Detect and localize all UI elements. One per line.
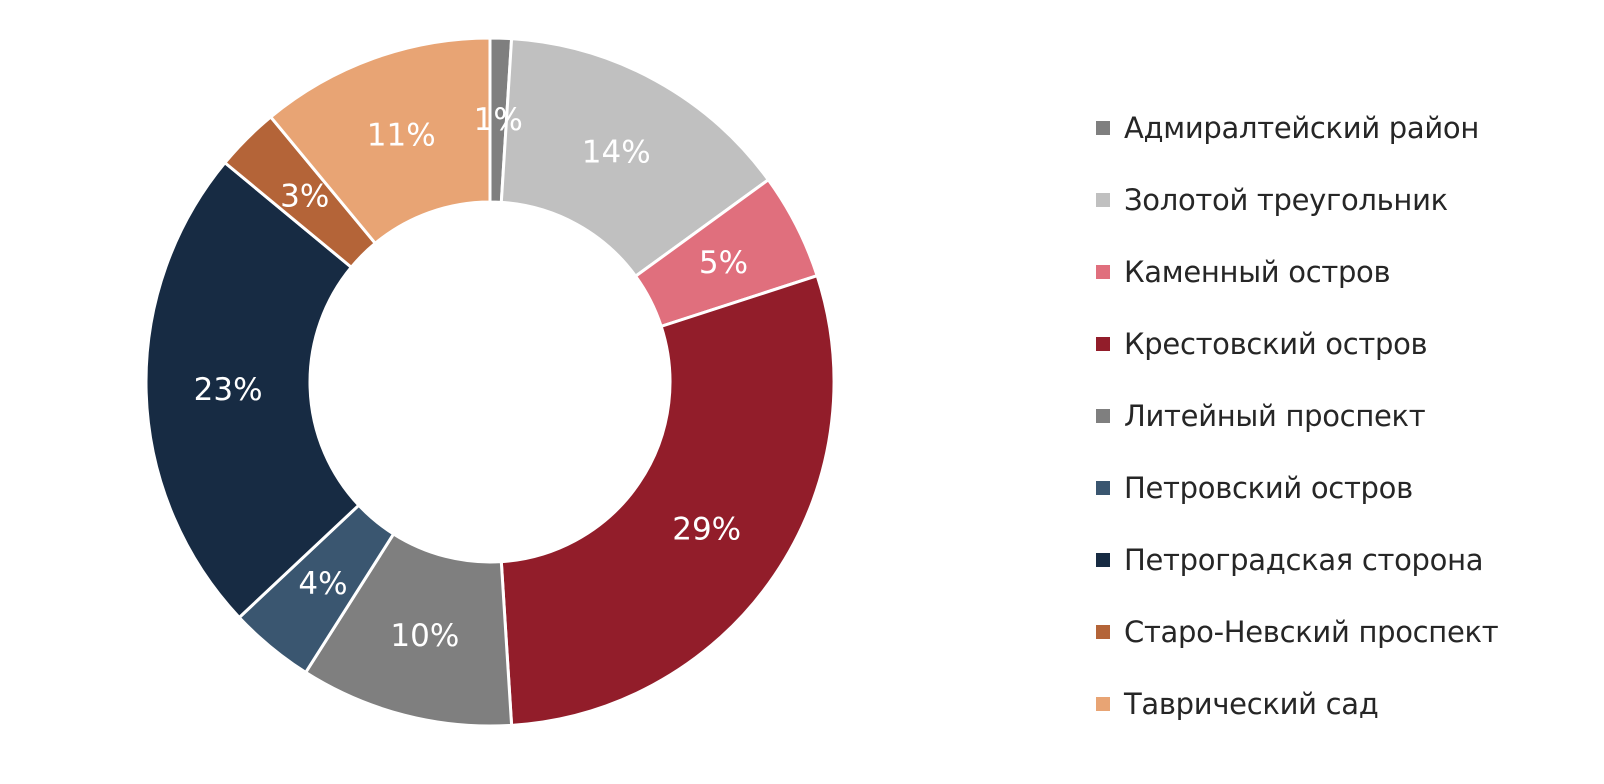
legend-swatch — [1096, 193, 1110, 207]
data-label-каменный-остров: 5% — [699, 245, 748, 281]
slice-золотой-треугольник — [499, 37, 771, 279]
legend-label: Каменный остров — [1124, 255, 1391, 289]
legend-label: Таврический сад — [1124, 687, 1379, 721]
legend-swatch — [1096, 625, 1110, 639]
legend-label: Золотой треугольник — [1124, 183, 1448, 217]
legend-label: Петроградская сторона — [1124, 543, 1484, 577]
legend-label: Литейный проспект — [1124, 399, 1426, 433]
legend-swatch — [1096, 697, 1110, 711]
slice-петроградская-сторона — [144, 160, 361, 620]
legend-swatch — [1096, 481, 1110, 495]
legend-item-адмиралтейский-район: Адмиралтейский район — [1096, 92, 1596, 164]
slice-крестовский-остров — [499, 273, 836, 727]
legend-item-петровский-остров: Петровский остров — [1096, 452, 1596, 524]
slice-таврический-сад — [268, 36, 492, 246]
data-label-петроградская-сторона: 23% — [194, 372, 263, 408]
data-label-литейный-проспект: 10% — [390, 618, 459, 654]
data-label-золотой-треугольник: 14% — [582, 134, 651, 170]
data-label-старо-невский-проспект: 3% — [280, 179, 329, 215]
data-label-адмиралтейский-район: 1% — [474, 102, 523, 138]
data-label-петровский-остров: 4% — [298, 566, 347, 602]
legend-swatch — [1096, 553, 1110, 567]
chart-legend: Адмиралтейский район Золотой треугольник К… — [1096, 92, 1596, 740]
chart-data-labels: 1% 14% 5% 29% 10% 4% 23% 3% 11% — [194, 102, 748, 654]
legend-label: Адмиралтейский район — [1124, 111, 1480, 145]
legend-item-петроградская-сторона: Петроградская сторона — [1096, 524, 1596, 596]
legend-label: Старо-Невский проспект — [1124, 615, 1499, 649]
chart-slices — [144, 36, 836, 728]
legend-item-таврический-сад: Таврический сад — [1096, 668, 1596, 740]
legend-label: Крестовский остров — [1124, 327, 1428, 361]
legend-item-крестовский-остров: Крестовский остров — [1096, 308, 1596, 380]
legend-swatch — [1096, 265, 1110, 279]
legend-swatch — [1096, 121, 1110, 135]
legend-swatch — [1096, 337, 1110, 351]
legend-item-литейный-проспект: Литейный проспект — [1096, 380, 1596, 452]
data-label-крестовский-остров: 29% — [672, 511, 741, 547]
legend-label: Петровский остров — [1124, 471, 1413, 505]
data-label-таврический-сад: 11% — [367, 117, 436, 153]
legend-item-каменный-остров: Каменный остров — [1096, 236, 1596, 308]
legend-item-золотой-треугольник: Золотой треугольник — [1096, 164, 1596, 236]
legend-item-старо-невский-проспект: Старо-Невский проспект — [1096, 596, 1596, 668]
legend-swatch — [1096, 409, 1110, 423]
